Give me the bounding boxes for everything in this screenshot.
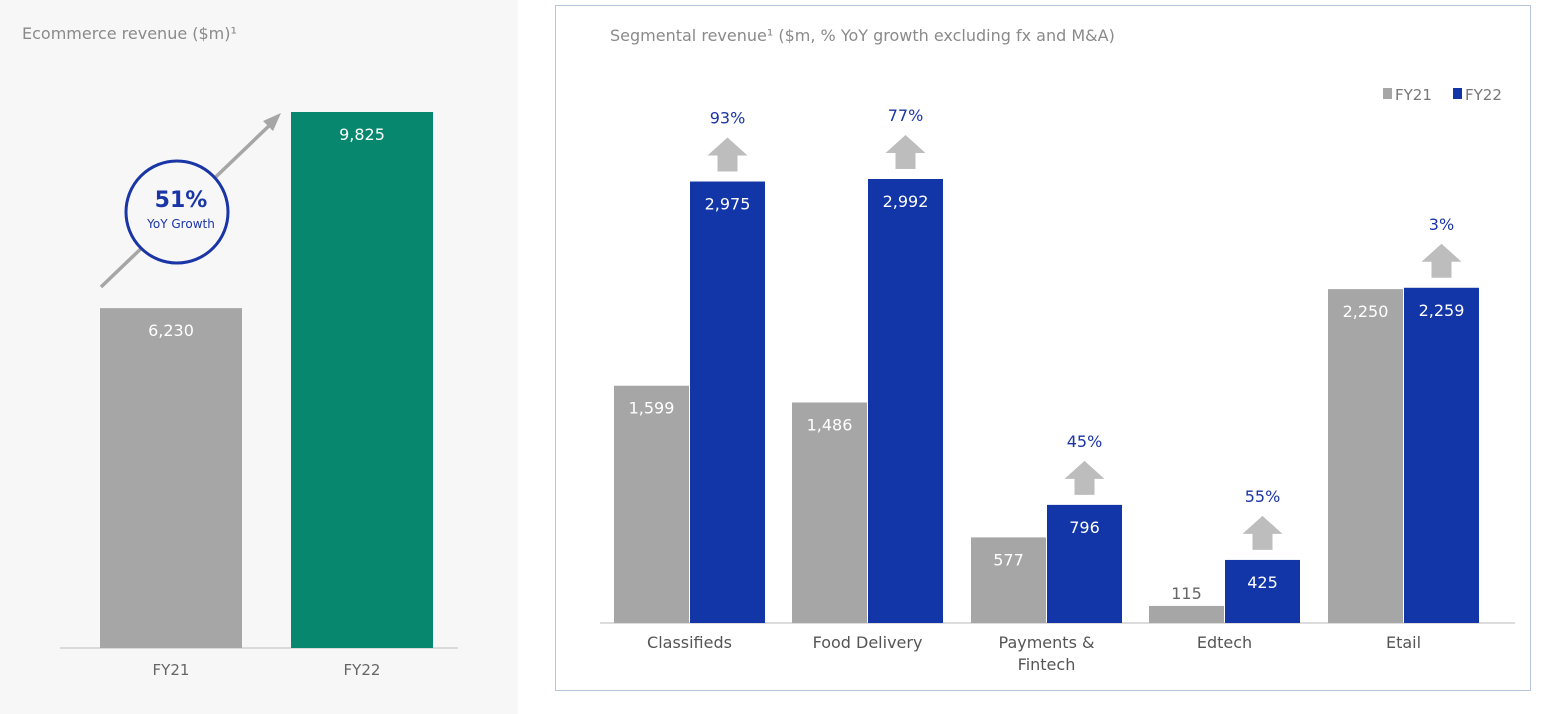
growth-arrow-icon [885,135,926,169]
legend-swatch-fy22 [1453,88,1462,99]
x-tick-label: Fintech [1018,655,1076,674]
bar-fy22 [1225,559,1300,623]
bar-fy21 [100,308,242,648]
x-tick-label: Food Delivery [813,633,923,652]
bar-value-label: 2,259 [1419,301,1465,320]
growth-arrow-icon [1421,243,1462,278]
segmental-revenue-panel: Segmental revenue¹ ($m, % YoY growth exc… [555,5,1531,691]
x-tick-label: Classifieds [647,633,732,652]
x-tick-label: Payments & [999,633,1095,652]
segmental-chart-title: Segmental revenue¹ ($m, % YoY growth exc… [610,26,1115,45]
bar-value-label: 1,486 [807,415,853,434]
x-tick-label: Etail [1386,633,1421,652]
bar-value-label: 2,992 [883,192,929,211]
growth-label: 55% [1245,487,1281,506]
bar-value-label: 796 [1069,518,1100,537]
growth-arrow-icon [1242,515,1283,550]
bar-value-label: 2,250 [1343,302,1389,321]
bar-fy21 [971,537,1046,623]
growth-label: 45% [1067,432,1103,451]
ecommerce-chart-title: Ecommerce revenue ($m)¹ [22,24,237,43]
bar-fy21 [792,402,867,623]
bar-fy22 [690,181,765,624]
growth-label: 77% [888,106,924,125]
x-tick-label: FY21 [153,661,190,679]
bar-fy22 [1404,287,1479,623]
bar-value-label: 2,975 [705,195,751,214]
growth-label: YoY Growth [146,217,215,231]
bar-value-label: 115 [1171,584,1202,603]
bar-fy22 [291,112,433,648]
bar-value-label: 1,599 [629,399,675,418]
bar-value-label: 9,825 [339,125,385,144]
x-tick-label: Edtech [1197,633,1252,652]
growth-value: 51% [155,188,208,213]
growth-label: 3% [1429,215,1454,234]
growth-arrow-head [263,113,281,131]
bar-value-label: 6,230 [148,321,194,340]
bar-fy21 [614,385,689,623]
bar-value-label: 425 [1247,573,1278,592]
growth-arrow-icon [1064,460,1105,495]
x-tick-label: FY22 [344,661,381,679]
bar-fy22 [868,179,943,623]
bar-fy21 [1328,289,1403,623]
legend-swatch-fy21 [1383,88,1392,99]
growth-label: 93% [710,109,746,128]
legend-label: FY21 [1395,86,1432,104]
bar-value-label: 577 [993,550,1024,569]
growth-circle [124,159,230,265]
bar-fy22 [1047,504,1122,623]
bar-fy21 [1149,605,1224,623]
growth-arrow-icon [707,137,748,172]
legend-label: FY22 [1465,86,1502,104]
